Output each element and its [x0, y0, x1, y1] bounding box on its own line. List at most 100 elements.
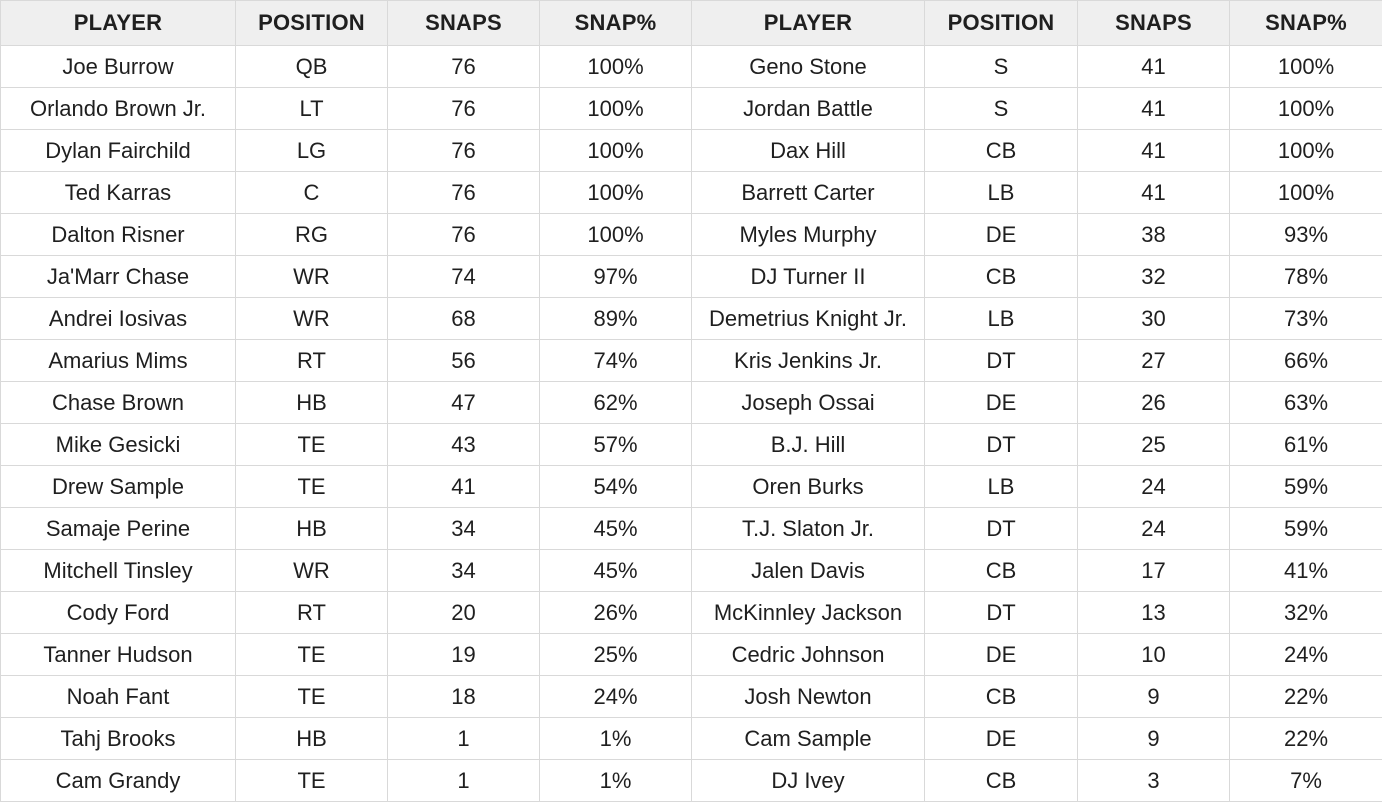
- cell-snap-pct-offense: 57%: [539, 423, 692, 466]
- cell-position-defense: DE: [924, 633, 1078, 676]
- cell-snap-pct-offense: 24%: [539, 675, 692, 718]
- cell-player-offense: Andrei Iosivas: [0, 297, 236, 340]
- header-player-defense: PLAYER: [691, 0, 925, 46]
- cell-snaps-defense: 24: [1077, 507, 1230, 550]
- table-row: Tanner Hudson TE 19 25% Cedric Johnson DE 10 24…: [0, 633, 1382, 676]
- cell-snaps-offense: 41: [387, 465, 540, 508]
- cell-position-defense: DE: [924, 717, 1078, 760]
- cell-snaps-offense: 76: [387, 213, 540, 256]
- header-snap-pct-offense: SNAP%: [539, 0, 692, 46]
- cell-player-defense: Dax Hill: [691, 129, 925, 172]
- cell-snap-pct-defense: 100%: [1229, 45, 1382, 88]
- cell-snap-pct-offense: 89%: [539, 297, 692, 340]
- cell-snap-pct-defense: 24%: [1229, 633, 1382, 676]
- table-row: Samaje Perine HB 34 45% T.J. Slaton Jr. DT 24 5…: [0, 507, 1382, 550]
- cell-player-defense: Demetrius Knight Jr.: [691, 297, 925, 340]
- cell-player-offense: Tanner Hudson: [0, 633, 236, 676]
- cell-snaps-defense: 9: [1077, 675, 1230, 718]
- table-row: Chase Brown HB 47 62% Joseph Ossai DE 26 63%: [0, 381, 1382, 424]
- cell-snaps-defense: 32: [1077, 255, 1230, 298]
- cell-player-defense: Oren Burks: [691, 465, 925, 508]
- cell-snap-pct-offense: 25%: [539, 633, 692, 676]
- cell-snaps-defense: 25: [1077, 423, 1230, 466]
- cell-player-defense: T.J. Slaton Jr.: [691, 507, 925, 550]
- cell-snap-pct-defense: 41%: [1229, 549, 1382, 592]
- cell-player-offense: Ja'Marr Chase: [0, 255, 236, 298]
- cell-position-defense: CB: [924, 549, 1078, 592]
- cell-player-offense: Noah Fant: [0, 675, 236, 718]
- cell-position-defense: CB: [924, 129, 1078, 172]
- table-row: Drew Sample TE 41 54% Oren Burks LB 24 59%: [0, 465, 1382, 508]
- cell-position-defense: LB: [924, 465, 1078, 508]
- cell-snap-pct-defense: 7%: [1229, 759, 1382, 802]
- cell-snaps-defense: 3: [1077, 759, 1230, 802]
- cell-snaps-defense: 41: [1077, 129, 1230, 172]
- table-row: Ted Karras C 76 100% Barrett Carter LB 41 100%: [0, 171, 1382, 214]
- table-row: Orlando Brown Jr. LT 76 100% Jordan Battle S 4…: [0, 87, 1382, 130]
- cell-position-defense: CB: [924, 255, 1078, 298]
- header-row: PLAYER POSITION SNAPS SNAP% PLAYER POSIT…: [0, 0, 1382, 46]
- header-snaps-defense: SNAPS: [1077, 0, 1230, 46]
- cell-snaps-defense: 41: [1077, 87, 1230, 130]
- table-row: Cody Ford RT 20 26% McKinnley Jackson DT 13 32%: [0, 591, 1382, 634]
- cell-player-defense: Barrett Carter: [691, 171, 925, 214]
- cell-snap-pct-offense: 100%: [539, 213, 692, 256]
- header-position-offense: POSITION: [235, 0, 388, 46]
- cell-position-defense: DT: [924, 423, 1078, 466]
- cell-snaps-defense: 26: [1077, 381, 1230, 424]
- cell-snaps-offense: 76: [387, 171, 540, 214]
- cell-snap-pct-defense: 100%: [1229, 129, 1382, 172]
- cell-snaps-offense: 43: [387, 423, 540, 466]
- cell-snaps-offense: 76: [387, 129, 540, 172]
- cell-player-offense: Amarius Mims: [0, 339, 236, 382]
- cell-position-defense: LB: [924, 171, 1078, 214]
- cell-player-offense: Cam Grandy: [0, 759, 236, 802]
- cell-snap-pct-offense: 100%: [539, 45, 692, 88]
- table-row: Tahj Brooks HB 1 1% Cam Sample DE 9 22%: [0, 717, 1382, 760]
- cell-snaps-offense: 34: [387, 549, 540, 592]
- cell-player-offense: Dylan Fairchild: [0, 129, 236, 172]
- cell-player-offense: Mitchell Tinsley: [0, 549, 236, 592]
- cell-snaps-defense: 27: [1077, 339, 1230, 382]
- cell-position-offense: QB: [235, 45, 388, 88]
- cell-player-offense: Dalton Risner: [0, 213, 236, 256]
- cell-snap-pct-defense: 59%: [1229, 465, 1382, 508]
- cell-position-offense: TE: [235, 759, 388, 802]
- table-row: Amarius Mims RT 56 74% Kris Jenkins Jr. DT 27 6…: [0, 339, 1382, 382]
- cell-snaps-offense: 19: [387, 633, 540, 676]
- cell-snap-pct-defense: 63%: [1229, 381, 1382, 424]
- cell-snap-pct-offense: 1%: [539, 759, 692, 802]
- cell-player-offense: Ted Karras: [0, 171, 236, 214]
- cell-player-defense: B.J. Hill: [691, 423, 925, 466]
- cell-snap-pct-defense: 66%: [1229, 339, 1382, 382]
- cell-snap-pct-defense: 73%: [1229, 297, 1382, 340]
- cell-snap-pct-offense: 74%: [539, 339, 692, 382]
- cell-player-defense: Myles Murphy: [691, 213, 925, 256]
- header-player-offense: PLAYER: [0, 0, 236, 46]
- table-header: PLAYER POSITION SNAPS SNAP% PLAYER POSIT…: [0, 0, 1382, 46]
- cell-position-offense: RT: [235, 339, 388, 382]
- cell-snaps-defense: 41: [1077, 45, 1230, 88]
- cell-snap-pct-offense: 62%: [539, 381, 692, 424]
- cell-snap-pct-defense: 100%: [1229, 87, 1382, 130]
- cell-player-offense: Orlando Brown Jr.: [0, 87, 236, 130]
- cell-snap-pct-offense: 100%: [539, 171, 692, 214]
- cell-position-offense: WR: [235, 255, 388, 298]
- cell-snaps-offense: 1: [387, 759, 540, 802]
- cell-player-offense: Chase Brown: [0, 381, 236, 424]
- cell-snaps-offense: 76: [387, 87, 540, 130]
- cell-snaps-offense: 68: [387, 297, 540, 340]
- cell-snap-pct-offense: 97%: [539, 255, 692, 298]
- cell-snap-pct-offense: 100%: [539, 87, 692, 130]
- cell-position-offense: RG: [235, 213, 388, 256]
- cell-player-offense: Samaje Perine: [0, 507, 236, 550]
- cell-player-offense: Joe Burrow: [0, 45, 236, 88]
- cell-snaps-defense: 10: [1077, 633, 1230, 676]
- cell-snaps-defense: 17: [1077, 549, 1230, 592]
- table-row: Ja'Marr Chase WR 74 97% DJ Turner II CB 32 78%: [0, 255, 1382, 298]
- cell-position-offense: RT: [235, 591, 388, 634]
- table-row: Noah Fant TE 18 24% Josh Newton CB 9 22%: [0, 675, 1382, 718]
- table-row: Cam Grandy TE 1 1% DJ Ivey CB 3 7%: [0, 759, 1382, 802]
- cell-player-defense: Kris Jenkins Jr.: [691, 339, 925, 382]
